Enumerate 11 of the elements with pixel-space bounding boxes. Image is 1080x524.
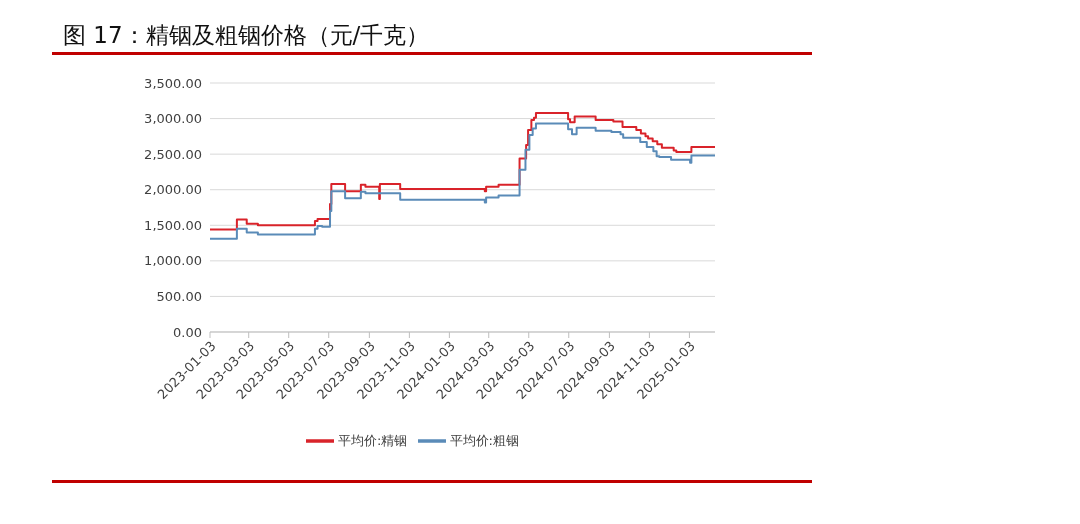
y-tick-label: 1,500.00: [144, 217, 202, 233]
y-tick-label: 1,000.00: [144, 253, 202, 269]
legend-label: 平均价:精铟: [338, 432, 408, 448]
y-tick-label: 500.00: [156, 289, 202, 305]
y-tick-label: 0.00: [173, 324, 202, 340]
y-tick-label: 2,000.00: [144, 182, 202, 198]
chart-title: 图 17：精铟及粗铟价格（元/千克）: [63, 21, 430, 50]
y-tick-label: 2,500.00: [144, 146, 202, 162]
y-tick-label: 3,000.00: [144, 111, 202, 127]
legend-label: 平均价:粗铟: [449, 432, 519, 448]
y-tick-label: 3,500.00: [144, 75, 202, 91]
